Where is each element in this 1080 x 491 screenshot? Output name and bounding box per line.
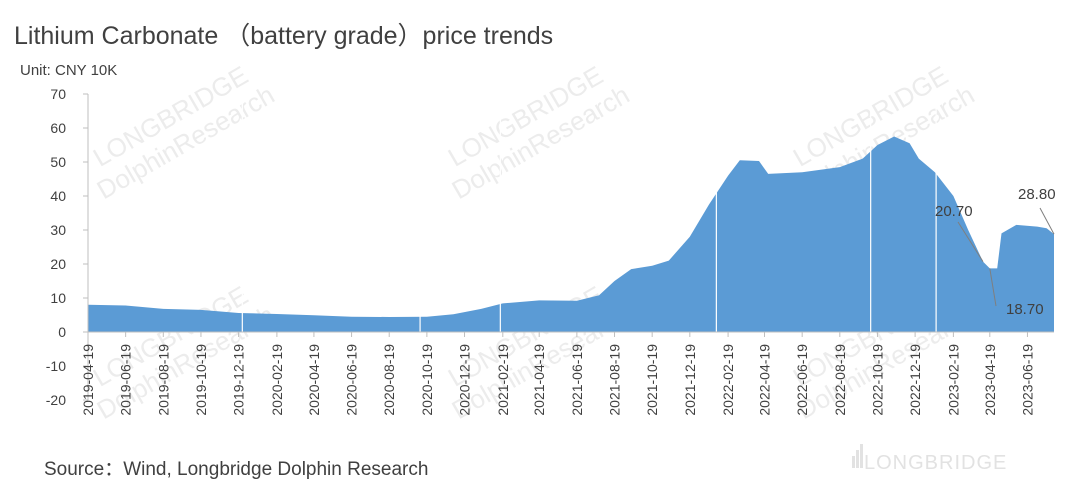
x-tick-labels: 2019-04-19 2019-06-19 2019-08-19 2019-10-19… — [80, 332, 1035, 416]
x-tick-label: 2019-04-19 — [80, 344, 96, 416]
x-tick-label: 2019-12-19 — [231, 344, 247, 416]
x-tick-label: 2020-06-19 — [344, 344, 360, 416]
price-area-series — [88, 136, 1054, 332]
x-tick-label: 2021-06-19 — [569, 344, 585, 416]
x-tick-label: 2021-12-19 — [682, 344, 698, 416]
y-tick-label: 10 — [50, 290, 66, 306]
y-tick-label: 50 — [50, 154, 66, 170]
y-tick-label: 40 — [50, 188, 66, 204]
x-tick-label: 2022-08-19 — [832, 344, 848, 416]
x-tick-label: 2019-06-19 — [118, 344, 134, 416]
y-tick-label: -10 — [46, 358, 66, 374]
x-tick-label: 2020-10-19 — [419, 344, 435, 416]
x-tick-label: 2021-10-19 — [644, 344, 660, 416]
annotation-label: 20.70 — [935, 203, 973, 220]
x-tick-label: 2023-02-19 — [945, 344, 961, 416]
annotation-label: 18.70 — [1006, 301, 1044, 318]
y-tick-label: -20 — [46, 392, 66, 408]
x-tick-label: 2022-04-19 — [757, 344, 773, 416]
annotation-leader — [989, 268, 997, 307]
x-tick-label: 2022-06-19 — [794, 344, 810, 416]
x-tick-label: 2020-02-19 — [269, 344, 285, 416]
x-tick-label: 2022-10-19 — [869, 344, 885, 416]
annotation-leader — [957, 221, 984, 262]
x-tick-label: 2022-02-19 — [720, 344, 736, 416]
longbridge-logo: LONGBRIDGE — [864, 452, 1008, 474]
logo-icon — [852, 444, 863, 468]
annotation-leader — [1039, 207, 1055, 235]
x-tick-label: 2021-04-19 — [531, 344, 547, 416]
x-tick-label: 2023-04-19 — [982, 344, 998, 416]
y-tick-label: 0 — [58, 324, 66, 340]
source-note: Source：Wind, Longbridge Dolphin Research — [44, 459, 429, 480]
x-tick-label: 2021-08-19 — [607, 344, 623, 416]
x-tick-label: 2022-12-19 — [907, 344, 923, 416]
x-tick-label: 2020-08-19 — [381, 344, 397, 416]
annotation-label: 28.80 — [1018, 186, 1056, 203]
x-tick-label: 2021-02-19 — [495, 344, 511, 416]
y-tick-label: 30 — [50, 222, 66, 238]
x-tick-label: 2020-12-19 — [457, 344, 473, 416]
data-annotations: 20.70 18.70 28.80 — [935, 186, 1056, 318]
y-tick-label: 60 — [50, 120, 66, 136]
y-tick-label: 70 — [50, 86, 66, 102]
data-gaps — [241, 94, 937, 332]
x-tick-label: 2023-06-19 — [1019, 344, 1035, 416]
y-tick-labels: -20 -10 0 10 20 30 40 50 60 70 — [46, 86, 88, 408]
x-tick-label: 2019-08-19 — [155, 344, 171, 416]
x-tick-label: 2019-10-19 — [193, 344, 209, 416]
chart-title: Lithium Carbonate （battery grade）price t… — [14, 22, 554, 50]
x-tick-label: 2020-04-19 — [306, 344, 322, 416]
y-tick-label: 20 — [50, 256, 66, 272]
unit-label: Unit: CNY 10K — [20, 62, 118, 79]
